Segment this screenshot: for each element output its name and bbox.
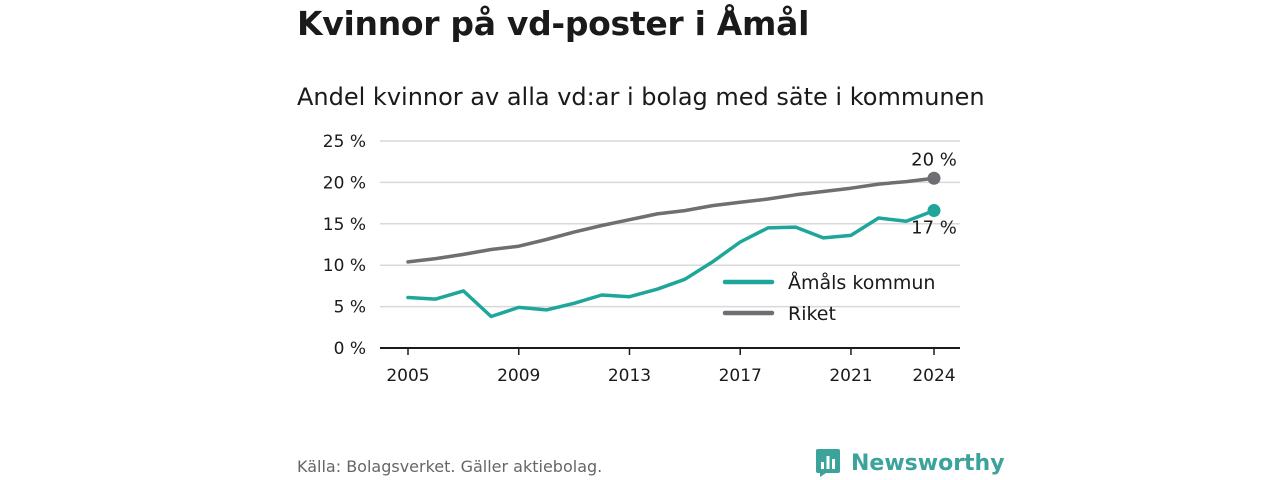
y-axis-ticks: 0 % 5 % 10 % 15 % 20 % 25 % xyxy=(323,132,366,359)
line-chart: 0 %5 %10 %15 %20 %25 % 2005 2009 2013 2017 2… xyxy=(323,132,960,386)
end-point xyxy=(927,171,941,185)
legend-label: Riket xyxy=(788,303,836,325)
x-tick-label: 2021 xyxy=(829,366,872,386)
x-tick-label: 2024 xyxy=(912,366,955,386)
brand-name: Newsworthy xyxy=(851,450,1005,476)
legend-label: Åmåls kommun xyxy=(788,271,935,294)
chart-title: Kvinnor på vd-poster i Åmål xyxy=(297,4,810,43)
x-tick-label: 2013 xyxy=(608,366,651,386)
y-tick-label: 15 % xyxy=(323,215,366,235)
brand-logo[interactable]: Newsworthy xyxy=(815,446,1005,480)
x-tick-label: 2005 xyxy=(386,366,429,386)
series-line xyxy=(406,176,936,264)
y-tick-label: 10 % xyxy=(323,256,366,276)
source-note: Källa: Bolagsverket. Gäller aktiebolag. xyxy=(297,457,603,476)
end-value-label: 17 % xyxy=(911,218,957,239)
x-tick-label: 2009 xyxy=(497,366,540,386)
series-line xyxy=(406,208,936,319)
gridlines xyxy=(380,140,960,308)
legend: Åmåls kommun Riket xyxy=(722,271,935,325)
x-axis: 2005 2009 2013 2017 2021 2024 xyxy=(380,347,960,386)
end-value-label: 20 % xyxy=(911,149,957,170)
end-point xyxy=(927,204,941,218)
y-tick-label: 0 % xyxy=(334,339,366,359)
newsworthy-logo-icon xyxy=(816,449,840,477)
y-tick-label: 5 % xyxy=(334,298,366,318)
y-tick-label: 25 % xyxy=(323,132,366,152)
chart-subtitle: Andel kvinnor av alla vd:ar i bolag med … xyxy=(297,83,985,111)
series-lines: 20 % 17 % xyxy=(406,149,957,319)
y-tick-label: 20 % xyxy=(323,173,366,193)
x-tick-label: 2017 xyxy=(719,366,762,386)
